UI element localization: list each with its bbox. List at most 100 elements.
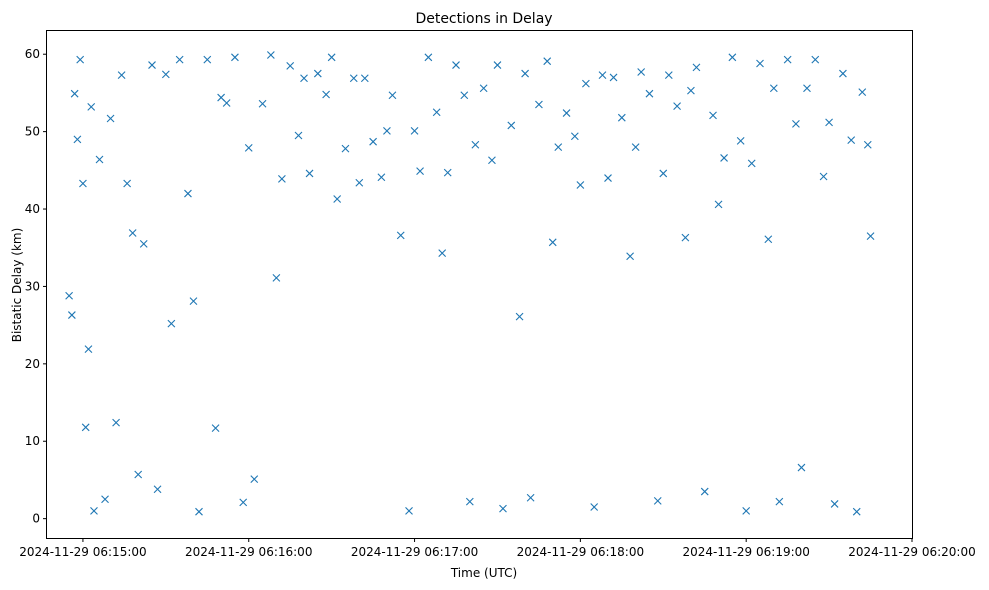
scatter-point-stroke bbox=[554, 143, 563, 151]
scatter-point-stroke bbox=[84, 345, 93, 354]
scatter-point bbox=[736, 137, 745, 145]
scatter-point-stroke bbox=[493, 61, 502, 69]
scatter-point-stroke bbox=[79, 179, 87, 188]
scatter-point-stroke bbox=[272, 274, 281, 282]
scatter-point-stroke bbox=[432, 108, 441, 117]
scatter-point-stroke bbox=[203, 55, 212, 64]
scatter-point bbox=[626, 252, 635, 261]
scatter-point-stroke bbox=[294, 131, 303, 140]
scatter-point-stroke bbox=[258, 99, 267, 108]
scatter-point-stroke bbox=[123, 179, 132, 188]
scatter-point bbox=[471, 140, 480, 149]
scatter-point-stroke bbox=[637, 68, 646, 76]
scatter-point bbox=[839, 69, 847, 78]
scatter-point bbox=[286, 61, 295, 70]
scatter-point bbox=[203, 55, 212, 64]
scatter-point-stroke bbox=[189, 297, 198, 306]
scatter-point-stroke bbox=[604, 174, 612, 182]
x-tick-label: 2024-11-29 06:20:00 bbox=[848, 545, 975, 559]
scatter-point-stroke bbox=[443, 168, 452, 177]
scatter-point bbox=[714, 200, 723, 209]
scatter-point bbox=[452, 61, 460, 69]
scatter-point-stroke bbox=[424, 53, 433, 62]
x-tick-label: 2024-11-29 06:15:00 bbox=[19, 545, 146, 559]
scatter-point bbox=[231, 53, 239, 62]
scatter-point bbox=[134, 470, 143, 479]
scatter-point bbox=[756, 59, 764, 68]
scatter-point-stroke bbox=[736, 137, 745, 145]
scatter-point bbox=[852, 507, 861, 516]
scatter-point bbox=[305, 169, 314, 178]
scatter-point bbox=[562, 109, 571, 117]
scatter-point bbox=[222, 99, 231, 107]
scatter-point-stroke bbox=[681, 233, 690, 242]
x-axis-ticks: 2024-11-29 06:15:00 2024-11-29 06:16:00 20… bbox=[19, 538, 976, 559]
scatter-point bbox=[333, 195, 342, 203]
y-tick-label: 40 bbox=[25, 202, 40, 216]
scatter-point bbox=[369, 137, 377, 146]
scatter-point bbox=[258, 99, 267, 108]
scatter-point-stroke bbox=[148, 61, 156, 69]
scatter-point-stroke bbox=[396, 231, 405, 240]
y-tick-label: 30 bbox=[25, 279, 40, 293]
scatter-point-stroke bbox=[521, 69, 529, 78]
scatter-point-stroke bbox=[803, 84, 811, 93]
chart-title: Detections in Delay bbox=[415, 11, 552, 27]
scatter-point bbox=[148, 61, 156, 69]
scatter-point bbox=[313, 69, 322, 78]
scatter-point bbox=[742, 507, 751, 515]
scatter-point-stroke bbox=[465, 497, 474, 506]
scatter-point bbox=[535, 100, 543, 109]
scatter-point bbox=[460, 91, 469, 100]
scatter-point-stroke bbox=[305, 169, 314, 178]
scatter-point bbox=[117, 71, 126, 80]
scatter-point-stroke bbox=[416, 167, 424, 175]
scatter-point-stroke bbox=[515, 312, 524, 321]
scatter-point-stroke bbox=[95, 155, 104, 164]
scatter-point-stroke bbox=[134, 470, 143, 479]
y-tick-label: 50 bbox=[25, 125, 40, 139]
scatter-point bbox=[424, 53, 433, 62]
scatter-point bbox=[803, 84, 811, 93]
scatter-point-stroke bbox=[167, 319, 176, 328]
scatter-point bbox=[250, 475, 259, 484]
scatter-point bbox=[139, 239, 148, 248]
scatter-point-stroke bbox=[598, 71, 607, 80]
scatter-point-stroke bbox=[590, 503, 599, 511]
scatter-point-stroke bbox=[756, 59, 764, 68]
scatter-point-stroke bbox=[73, 135, 82, 144]
scatter-point-stroke bbox=[313, 69, 322, 78]
scatter-point bbox=[81, 423, 90, 432]
scatter-point bbox=[664, 71, 673, 80]
scatter-point bbox=[383, 126, 391, 135]
scatter-point-stroke bbox=[653, 496, 662, 505]
scatter-point bbox=[783, 55, 792, 64]
scatter-point-stroke bbox=[184, 189, 192, 198]
scatter-point bbox=[764, 235, 773, 244]
scatter-point bbox=[266, 51, 275, 59]
scatter-point bbox=[709, 111, 717, 120]
scatter-point bbox=[465, 497, 474, 506]
scatter-point bbox=[681, 233, 690, 242]
scatter-point bbox=[184, 189, 192, 198]
scatter-point-stroke bbox=[360, 74, 369, 83]
scatter-point-stroke bbox=[700, 487, 709, 496]
scatter-point-stroke bbox=[526, 493, 535, 502]
scatter-point bbox=[543, 57, 552, 66]
y-axis-label: Bistatic Delay (km) bbox=[10, 228, 24, 343]
scatter-point bbox=[272, 274, 281, 282]
scatter-point bbox=[95, 155, 104, 164]
scatter-point bbox=[327, 53, 336, 62]
scatter-point-stroke bbox=[626, 252, 635, 261]
scatter-point-stroke bbox=[460, 91, 469, 100]
scatter-point bbox=[590, 503, 599, 511]
scatter-point bbox=[416, 167, 424, 175]
scatter-point-stroke bbox=[769, 84, 778, 93]
scatter-point-stroke bbox=[742, 507, 751, 515]
scatter-point-stroke bbox=[81, 423, 90, 432]
scatter-point-stroke bbox=[349, 74, 358, 83]
scatter-point-stroke bbox=[369, 137, 377, 146]
scatter-point-stroke bbox=[128, 229, 137, 237]
scatter-point-stroke bbox=[783, 55, 792, 64]
